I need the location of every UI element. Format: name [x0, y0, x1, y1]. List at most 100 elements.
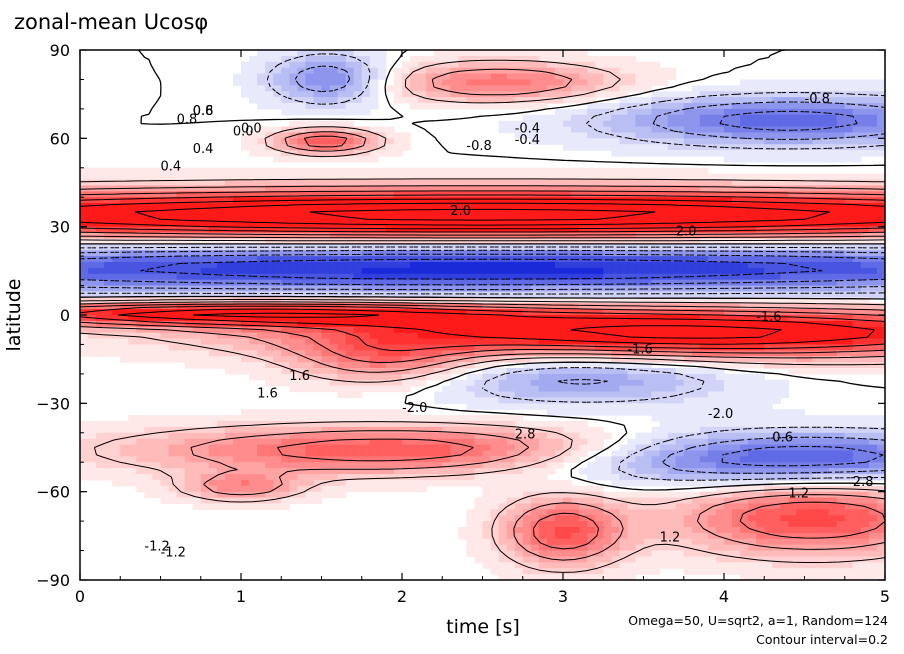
heatmap-cell [329, 332, 339, 340]
heatmap-cell [514, 267, 524, 275]
heatmap-cell [603, 273, 612, 281]
heatmap-cell [571, 279, 580, 287]
heatmap-cell [369, 85, 379, 92]
heatmap-cell [619, 527, 628, 534]
heatmap-cell [442, 85, 451, 92]
heatmap-cell [208, 485, 218, 493]
heatmap-cell [474, 338, 484, 346]
heatmap-cell [595, 550, 604, 558]
heatmap-cell [651, 167, 661, 175]
heatmap-cell [442, 468, 451, 475]
heatmap-cell [627, 197, 637, 204]
heatmap-cell [337, 50, 347, 57]
heatmap-cell [603, 409, 612, 416]
heatmap-cell [385, 250, 395, 257]
heatmap-cell [442, 309, 451, 316]
heatmap-cell [241, 173, 250, 181]
heatmap-cell [619, 209, 628, 216]
heatmap-cell [611, 497, 620, 505]
heatmap-cell [329, 315, 339, 322]
heatmap-cell [522, 79, 532, 86]
heatmap-cell [281, 132, 290, 139]
heatmap-cell [563, 79, 572, 86]
heatmap-cell [587, 403, 596, 410]
heatmap-cell [643, 509, 653, 516]
heatmap-cell [563, 238, 572, 245]
heatmap-cell [506, 444, 516, 452]
heatmap-cell [675, 256, 685, 263]
heatmap-cell [168, 256, 178, 263]
heatmap-cell [361, 297, 371, 304]
heatmap-cell [474, 320, 484, 328]
heatmap-cell [88, 285, 97, 293]
heatmap-cell [595, 209, 604, 216]
heatmap-cell [128, 250, 137, 257]
heatmap-cell [88, 173, 97, 181]
heatmap-cell [402, 303, 411, 310]
heatmap-cell [313, 415, 323, 422]
heatmap-cell [216, 479, 226, 487]
heatmap-cell [546, 50, 556, 57]
heatmap-cell [361, 61, 371, 69]
heatmap-cell [249, 326, 258, 334]
heatmap-cell [595, 426, 604, 434]
heatmap-cell [675, 456, 685, 463]
heatmap-cell [184, 232, 194, 240]
heatmap-cell [587, 444, 596, 452]
heatmap-cell [353, 332, 363, 340]
heatmap-cell [587, 385, 596, 393]
heatmap-cell [377, 173, 387, 181]
heatmap-cell [635, 568, 645, 575]
heatmap-cell [619, 279, 628, 287]
heatmap-cell [571, 185, 580, 192]
heatmap-cell [651, 226, 661, 234]
heatmap-cell [104, 197, 113, 204]
heatmap-cell [571, 120, 580, 128]
heatmap-cell [627, 385, 637, 393]
heatmap-cell [265, 356, 274, 363]
heatmap-cell [490, 244, 500, 251]
heatmap-cell [369, 61, 379, 69]
heatmap-cell [442, 220, 451, 228]
heatmap-cell [538, 285, 548, 293]
heatmap-cell [353, 285, 363, 293]
heatmap-cell [232, 474, 242, 481]
heatmap-cell [514, 497, 524, 505]
heatmap-cell [611, 262, 620, 269]
heatmap-cell [353, 474, 363, 481]
heatmap-cell [482, 415, 492, 422]
heatmap-cell [313, 491, 323, 499]
heatmap-cell [450, 444, 459, 452]
heatmap-cell [635, 562, 645, 569]
heatmap-cell [265, 379, 274, 387]
heatmap-cell [329, 67, 339, 75]
heatmap-cell [482, 450, 492, 457]
heatmap-cell [683, 444, 693, 452]
heatmap-cell [393, 356, 403, 363]
heatmap-cell [369, 474, 379, 481]
heatmap-cell [305, 379, 315, 387]
heatmap-cell [627, 132, 637, 139]
heatmap-cell [305, 356, 315, 363]
heatmap-cell [619, 409, 628, 416]
heatmap-cell [224, 238, 234, 245]
heatmap-cell [466, 468, 476, 475]
heatmap-cell [176, 256, 186, 263]
heatmap-cell [393, 438, 403, 446]
heatmap-cell [402, 379, 411, 387]
heatmap-cell [619, 532, 628, 540]
heatmap-cell [482, 491, 492, 499]
heatmap-cell [120, 191, 129, 198]
heatmap-cell [128, 468, 137, 475]
heatmap-cell [232, 320, 242, 328]
heatmap-cell [530, 197, 540, 204]
heatmap-cell [176, 250, 186, 257]
heatmap-cell [192, 291, 202, 298]
heatmap-cell [667, 474, 677, 481]
heatmap-cell [313, 315, 323, 322]
heatmap-cell [402, 315, 411, 322]
heatmap-cell [458, 344, 467, 351]
heatmap-cell [369, 214, 379, 222]
heatmap-cell [289, 332, 298, 340]
heatmap-cell [265, 267, 274, 275]
